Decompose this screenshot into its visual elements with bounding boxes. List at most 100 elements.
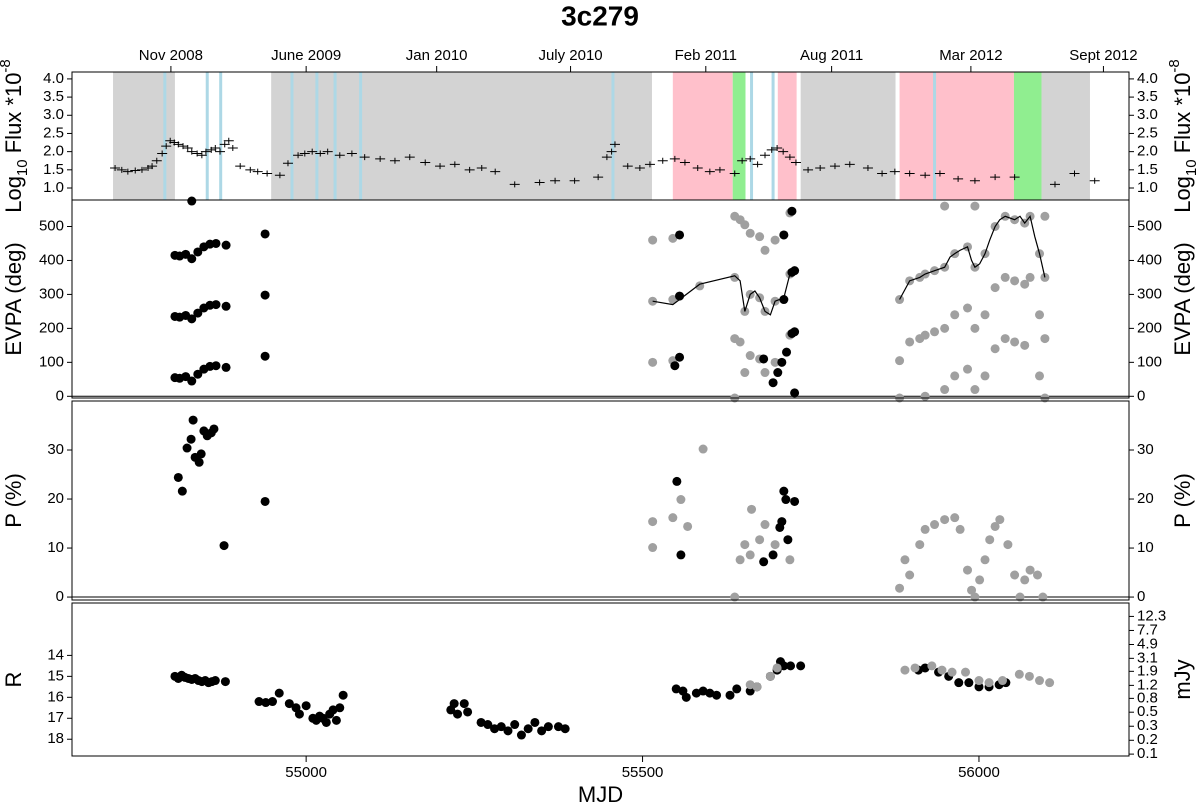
point: [510, 720, 520, 730]
point: [453, 709, 463, 719]
point: [681, 692, 691, 702]
point: [221, 362, 231, 372]
flux-point: [844, 161, 855, 168]
point: [755, 535, 765, 545]
point: [974, 682, 984, 692]
flux-point: [196, 152, 207, 159]
point: [188, 415, 198, 425]
point: [735, 337, 745, 347]
point: [765, 671, 775, 681]
y-axis-title: P (%): [1, 473, 26, 528]
point: [496, 722, 506, 732]
point: [950, 310, 960, 320]
y-tick-label: 2.5: [43, 124, 64, 141]
point: [930, 520, 940, 530]
point: [301, 701, 311, 711]
flux-point: [920, 172, 931, 179]
point: [1000, 334, 1010, 344]
point: [1010, 570, 1020, 580]
point: [219, 541, 229, 551]
flux-point: [322, 148, 333, 155]
top-x-tick-label: July 2010: [538, 47, 602, 64]
point: [672, 476, 682, 486]
point: [760, 520, 770, 530]
point: [1003, 540, 1013, 550]
point: [1014, 669, 1024, 679]
flux-point: [136, 166, 147, 173]
y-tick-label: 500: [39, 217, 64, 234]
y-tick-label: 17: [47, 709, 64, 726]
flux-point: [359, 154, 370, 161]
point: [1045, 678, 1055, 688]
point: [543, 722, 553, 732]
flux-point: [550, 177, 561, 184]
flux-point: [752, 161, 763, 168]
point: [990, 283, 1000, 293]
point: [940, 323, 950, 333]
shaded-interval: [800, 72, 896, 200]
point: [1040, 211, 1050, 221]
flux-point: [729, 170, 740, 177]
point: [211, 238, 221, 248]
point: [990, 521, 1000, 531]
point: [730, 272, 740, 282]
point: [940, 515, 950, 525]
point: [950, 371, 960, 381]
point: [779, 486, 789, 496]
point: [786, 661, 796, 671]
x-axis-title: MJD: [578, 782, 623, 806]
point: [947, 667, 957, 677]
flux-point: [815, 165, 826, 171]
y-axis-title-part: Log: [1170, 176, 1195, 213]
y-tick-label-right: 1.5: [1137, 161, 1158, 178]
point: [970, 385, 980, 395]
point: [995, 515, 1005, 525]
flux-point: [877, 170, 888, 177]
flux-point: [1009, 174, 1020, 181]
point: [459, 699, 469, 709]
point: [768, 550, 778, 560]
flux-point: [766, 146, 777, 153]
point: [895, 583, 905, 593]
point: [1025, 565, 1035, 575]
y2-tick-label: 0.1: [1137, 745, 1158, 762]
point: [648, 357, 658, 367]
point: [193, 369, 203, 379]
flux-point: [346, 150, 357, 157]
flux-point: [245, 166, 256, 173]
flux-point: [151, 157, 162, 164]
point: [537, 726, 547, 736]
flux-point: [235, 163, 246, 170]
point: [254, 697, 264, 707]
flux-point: [934, 170, 945, 177]
point: [668, 233, 678, 243]
flux-point: [435, 163, 446, 170]
point: [1035, 310, 1045, 320]
point: [915, 540, 925, 550]
top-x-tick-label: June 2009: [271, 47, 341, 64]
point: [648, 543, 658, 553]
y-axis-title: Log10 Flux *10-8: [1166, 59, 1199, 213]
flux-point: [953, 175, 964, 182]
point: [768, 378, 778, 388]
point: [261, 698, 271, 708]
point: [790, 327, 800, 337]
point: [961, 667, 971, 677]
point: [193, 308, 203, 318]
y2-tick-label: 0.2: [1137, 731, 1158, 748]
point: [760, 368, 770, 378]
y2-tick-label: 0.5: [1137, 703, 1158, 720]
point: [740, 220, 750, 230]
point: [220, 677, 230, 687]
point: [920, 391, 930, 401]
point: [735, 555, 745, 565]
y-axis-title: EVPA (deg): [1, 242, 26, 355]
flux-point: [282, 160, 293, 167]
flux-point: [969, 177, 980, 184]
point: [177, 486, 187, 496]
point: [274, 688, 284, 698]
flux-point: [157, 150, 168, 157]
y-tick-label: 0: [56, 588, 64, 605]
y2-tick-label: 1.2: [1137, 676, 1158, 693]
